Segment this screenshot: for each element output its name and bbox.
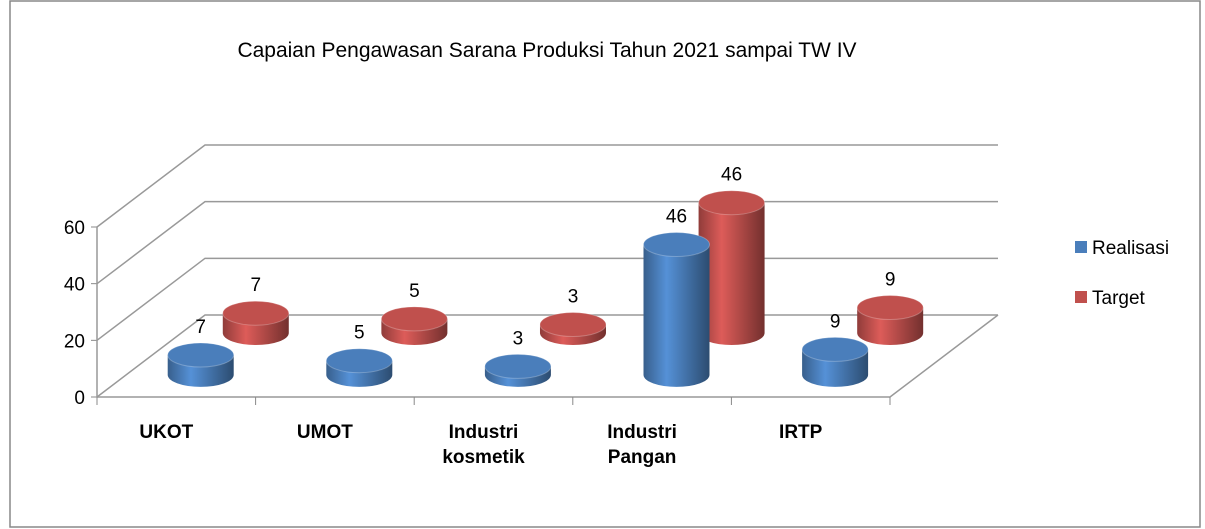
chart-title: Capaian Pengawasan Sarana Produksi Tahun… [237, 39, 856, 62]
y-tick-label: 0 [74, 388, 85, 409]
bar [222, 300, 290, 346]
y-tick-label: 40 [64, 275, 85, 296]
value-label: 3 [513, 328, 524, 349]
bar-body [643, 244, 710, 387]
value-label: 46 [721, 165, 742, 186]
bar [698, 190, 766, 346]
x-tick-label: UMOT [296, 422, 353, 443]
bar [484, 353, 552, 387]
bar-top [856, 295, 924, 321]
bar [539, 312, 607, 346]
grid-line [96, 144, 998, 228]
y-tick-label: 60 [64, 218, 85, 239]
chart-border [9, 0, 1201, 528]
bar-top [539, 312, 607, 338]
bar [856, 295, 924, 346]
bar-top [698, 190, 766, 216]
x-tick-label: Industri Pangan [607, 422, 677, 468]
bar [380, 306, 448, 346]
bar-top [325, 348, 393, 374]
legend-label: Realisasi [1092, 238, 1169, 259]
legend-swatch [1075, 291, 1087, 303]
value-label: 3 [568, 287, 579, 308]
value-label: 46 [666, 207, 687, 228]
value-label: 9 [885, 270, 896, 291]
bar-top [484, 353, 552, 379]
value-label: 7 [195, 317, 206, 338]
legend-label: Target [1092, 288, 1146, 309]
value-label: 7 [250, 275, 261, 296]
bar-top [222, 300, 290, 326]
bar [325, 348, 393, 387]
bar-top [643, 232, 711, 258]
bar-top [167, 342, 235, 368]
bar-top [801, 336, 869, 362]
bar [643, 232, 711, 387]
y-tick-label: 20 [64, 331, 85, 352]
bar-top [380, 306, 448, 332]
x-tick-label: Industri kosmetik [442, 422, 525, 468]
legend-swatch [1075, 241, 1087, 253]
x-tick-label: IRTP [779, 422, 823, 443]
x-tick-label: UKOT [139, 422, 194, 443]
bar-body [698, 202, 765, 346]
bar [167, 342, 235, 387]
value-label: 9 [830, 311, 841, 332]
value-label: 5 [409, 281, 420, 302]
value-label: 5 [354, 323, 365, 344]
bar [801, 336, 869, 387]
